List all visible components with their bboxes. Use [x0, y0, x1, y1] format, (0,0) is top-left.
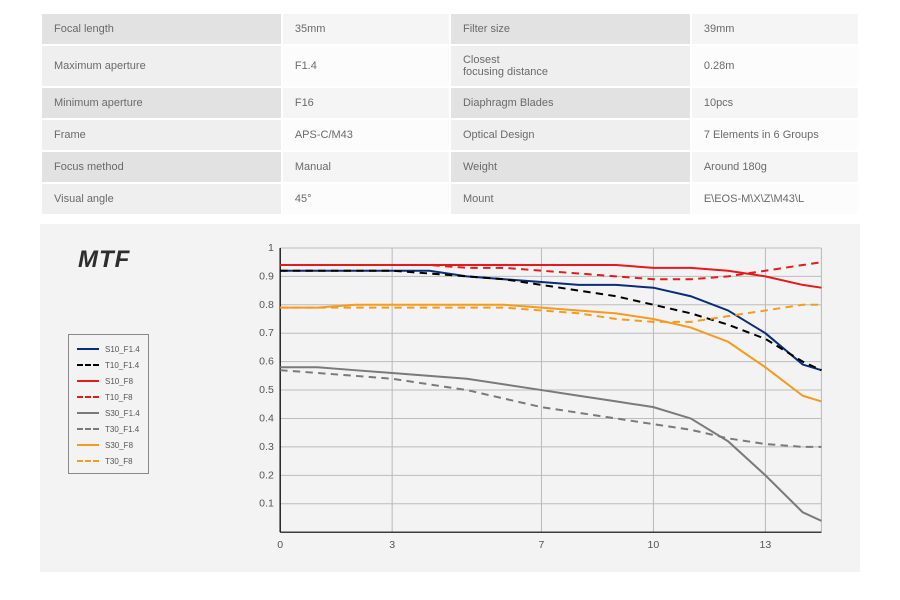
svg-text:0.5: 0.5 [259, 385, 274, 396]
spec-value: 0.28m [692, 46, 858, 86]
spec-label: Closest focusing distance [451, 46, 690, 86]
table-row: Minimum apertureF16Diaphragm Blades10pcs [42, 88, 858, 118]
svg-text:13: 13 [760, 540, 772, 551]
spec-value: 10pcs [692, 88, 858, 118]
legend-item: T30_F1.4 [77, 421, 140, 437]
svg-text:0.7: 0.7 [259, 328, 274, 339]
svg-text:0.8: 0.8 [259, 300, 274, 311]
spec-label: Visual angle [42, 184, 281, 214]
svg-text:0.6: 0.6 [259, 357, 274, 368]
spec-label: Minimum aperture [42, 88, 281, 118]
series-S30_F8 [280, 305, 821, 402]
legend-swatch [77, 460, 99, 462]
spec-label: Filter size [451, 14, 690, 44]
spec-value: 7 Elements in 6 Groups [692, 120, 858, 150]
spec-label: Maximum aperture [42, 46, 281, 86]
svg-text:3: 3 [389, 540, 395, 551]
spec-table-body: Focal length35mmFilter size39mmMaximum a… [42, 14, 858, 214]
legend-label: T10_F8 [105, 393, 133, 402]
series-T30_F8 [280, 305, 821, 322]
svg-text:0.2: 0.2 [259, 471, 274, 482]
mtf-legend: S10_F1.4 T10_F1.4 S10_F8 T10_F8 S30_F1.4 T30_… [68, 334, 149, 474]
legend-item: S30_F1.4 [77, 405, 140, 421]
spec-table: Focal length35mmFilter size39mmMaximum a… [40, 12, 860, 216]
legend-item: T30_F8 [77, 453, 140, 469]
spec-value: F16 [283, 88, 449, 118]
legend-item: S10_F1.4 [77, 341, 140, 357]
svg-text:0.1: 0.1 [259, 499, 274, 510]
table-row: Focus methodManualWeightAround 180g [42, 152, 858, 182]
legend-label: S10_F8 [105, 377, 133, 386]
legend-label: S30_F8 [105, 441, 133, 450]
legend-swatch [77, 444, 99, 446]
spec-label: Focus method [42, 152, 281, 182]
legend-swatch [77, 412, 99, 414]
legend-item: T10_F1.4 [77, 357, 140, 373]
legend-label: T10_F1.4 [105, 361, 139, 370]
mtf-plot-area: 0.10.20.30.40.50.60.70.80.910371013 [240, 240, 832, 558]
svg-text:0: 0 [277, 540, 283, 551]
spec-label: Focal length [42, 14, 281, 44]
legend-label: T30_F8 [105, 457, 133, 466]
mtf-chart: MTF S10_F1.4 T10_F1.4 S10_F8 T10_F8 S30_F1.4… [40, 224, 860, 572]
series-T10_F1.4 [280, 271, 821, 370]
spec-value: 45° [283, 184, 449, 214]
legend-swatch [77, 428, 99, 430]
mtf-svg: 0.10.20.30.40.50.60.70.80.910371013 [240, 240, 832, 558]
spec-label: Mount [451, 184, 690, 214]
spec-label: Frame [42, 120, 281, 150]
table-row: FrameAPS-C/M43Optical Design7 Elements i… [42, 120, 858, 150]
legend-swatch [77, 348, 99, 350]
svg-text:7: 7 [539, 540, 545, 551]
legend-item: T10_F8 [77, 389, 140, 405]
svg-text:1: 1 [268, 243, 274, 254]
legend-swatch [77, 364, 99, 366]
legend-item: S10_F8 [77, 373, 140, 389]
spec-value: 35mm [283, 14, 449, 44]
spec-value: APS-C/M43 [283, 120, 449, 150]
spec-value: Around 180g [692, 152, 858, 182]
series-T30_F1.4 [280, 370, 821, 447]
table-row: Visual angle45°MountE\EOS-M\X\Z\M43\L [42, 184, 858, 214]
mtf-title: MTF [78, 246, 130, 274]
legend-item: S30_F8 [77, 437, 140, 453]
table-row: Maximum apertureF1.4Closest focusing dis… [42, 46, 858, 86]
svg-text:0.4: 0.4 [259, 414, 274, 425]
spec-value: E\EOS-M\X\Z\M43\L [692, 184, 858, 214]
legend-label: S30_F1.4 [105, 409, 140, 418]
table-row: Focal length35mmFilter size39mm [42, 14, 858, 44]
spec-value: Manual [283, 152, 449, 182]
spec-value: 39mm [692, 14, 858, 44]
legend-swatch [77, 380, 99, 382]
legend-label: T30_F1.4 [105, 425, 139, 434]
svg-text:0.9: 0.9 [259, 272, 274, 283]
svg-text:0.3: 0.3 [259, 442, 274, 453]
spec-label: Diaphragm Blades [451, 88, 690, 118]
legend-label: S10_F1.4 [105, 345, 140, 354]
legend-swatch [77, 396, 99, 398]
spec-value: F1.4 [283, 46, 449, 86]
spec-label: Optical Design [451, 120, 690, 150]
spec-label: Weight [451, 152, 690, 182]
svg-text:10: 10 [648, 540, 660, 551]
